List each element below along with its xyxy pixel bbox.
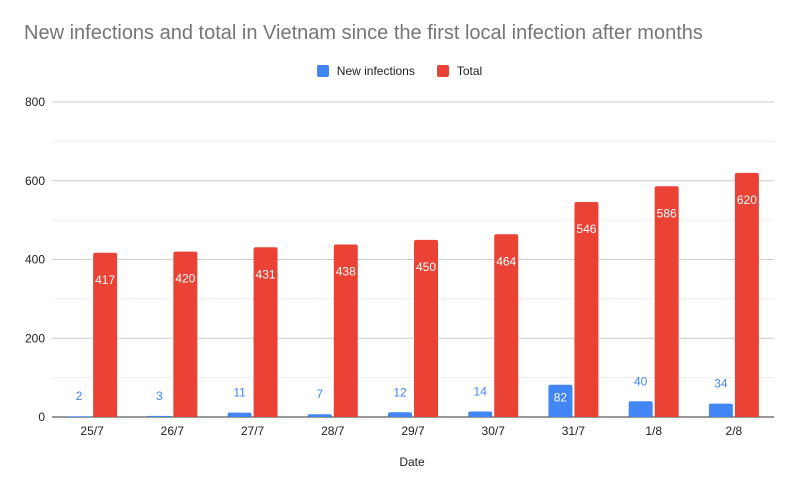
y-tick-label: 200 bbox=[25, 331, 45, 345]
data-label-new-infections: 2 bbox=[76, 389, 83, 403]
bar-total bbox=[93, 252, 118, 417]
chart-title: New infections and total in Vietnam sinc… bbox=[24, 22, 703, 44]
x-tick-label: 29/7 bbox=[401, 424, 425, 438]
data-label-new-infections: 14 bbox=[474, 384, 488, 398]
data-label-total: 417 bbox=[95, 273, 115, 287]
bar-new-infections bbox=[147, 415, 172, 417]
y-tick-label: 400 bbox=[25, 253, 45, 267]
data-label-new-infections: 11 bbox=[233, 386, 246, 400]
legend-label-total: Total bbox=[456, 64, 483, 78]
y-tick-label: 0 bbox=[38, 410, 45, 424]
data-label-total: 438 bbox=[336, 265, 356, 279]
bar-layer bbox=[67, 172, 759, 417]
bar-new-infections bbox=[388, 412, 412, 417]
x-tick-label: 31/7 bbox=[562, 424, 586, 438]
x-tick-label: 30/7 bbox=[482, 424, 506, 438]
legend-label-new-infections: New infections bbox=[336, 64, 415, 78]
legend-swatch-new-infections bbox=[316, 65, 329, 77]
legend-item-total: Total bbox=[436, 64, 483, 78]
x-axis-title: Date bbox=[399, 455, 425, 469]
data-label-new-infections: 7 bbox=[316, 387, 323, 401]
y-tick-label: 600 bbox=[25, 174, 45, 188]
x-tick-label: 2/8 bbox=[726, 424, 743, 438]
bar-total bbox=[494, 234, 519, 417]
bar-new-infections bbox=[227, 412, 252, 417]
bar-total bbox=[734, 172, 759, 417]
label-layer: 0 200 400 600 800 2 417 25/7 3 420 26/7 11 431 27/7 7 4… bbox=[25, 95, 757, 438]
legend-swatch-total bbox=[436, 65, 449, 77]
data-label-total: 450 bbox=[416, 260, 436, 274]
x-tick-label: 26/7 bbox=[161, 424, 185, 438]
bar-new-infections bbox=[67, 416, 92, 417]
x-tick-label: 25/7 bbox=[80, 424, 104, 438]
data-label-total: 420 bbox=[175, 272, 195, 286]
bar-total bbox=[654, 186, 679, 417]
bar-new-infections bbox=[548, 384, 573, 417]
x-tick-label: 28/7 bbox=[321, 424, 345, 438]
bar-total bbox=[253, 247, 278, 417]
data-label-new-infections: 40 bbox=[634, 374, 648, 388]
bar-total bbox=[414, 239, 438, 417]
x-tick-label: 27/7 bbox=[241, 424, 265, 438]
legend: New infections Total bbox=[0, 64, 799, 78]
data-label-new-infections: 82 bbox=[554, 391, 568, 405]
bar-total bbox=[173, 251, 198, 417]
x-tick-label: 1/8 bbox=[645, 424, 662, 438]
data-label-new-infections: 3 bbox=[156, 389, 163, 403]
data-label-total: 620 bbox=[737, 193, 757, 207]
data-label-total: 431 bbox=[256, 267, 276, 281]
data-label-total: 464 bbox=[496, 254, 516, 268]
bar-new-infections bbox=[628, 401, 653, 417]
data-label-total: 586 bbox=[657, 206, 677, 220]
y-tick-label: 800 bbox=[25, 95, 45, 109]
bar-new-infections bbox=[468, 411, 493, 417]
bar-total bbox=[333, 244, 358, 417]
data-label-total: 546 bbox=[576, 222, 596, 236]
data-label-new-infections: 34 bbox=[714, 377, 728, 391]
bar-new-infections bbox=[708, 403, 733, 417]
legend-item-new-infections: New infections bbox=[316, 64, 415, 78]
bar-total bbox=[574, 202, 599, 417]
bar-new-infections bbox=[307, 414, 332, 417]
data-label-new-infections: 12 bbox=[393, 385, 407, 399]
grid-layer bbox=[52, 101, 774, 418]
